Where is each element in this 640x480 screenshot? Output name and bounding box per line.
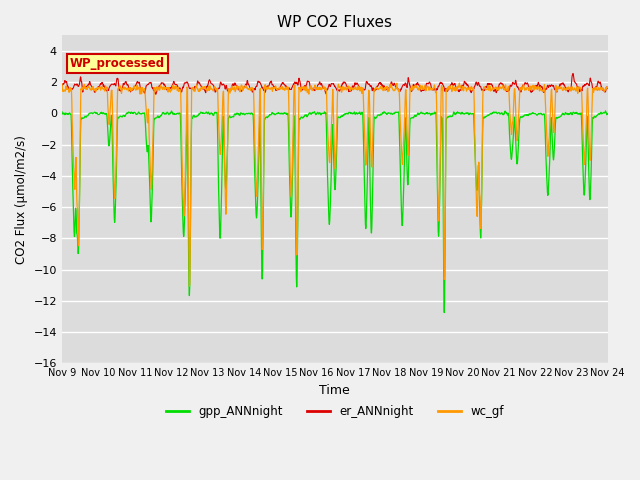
Text: WP_processed: WP_processed [70, 57, 165, 70]
Legend: gpp_ANNnight, er_ANNnight, wc_gf: gpp_ANNnight, er_ANNnight, wc_gf [161, 401, 509, 423]
X-axis label: Time: Time [319, 384, 350, 397]
Y-axis label: CO2 Flux (μmol/m2/s): CO2 Flux (μmol/m2/s) [15, 135, 28, 264]
Title: WP CO2 Fluxes: WP CO2 Fluxes [277, 15, 392, 30]
